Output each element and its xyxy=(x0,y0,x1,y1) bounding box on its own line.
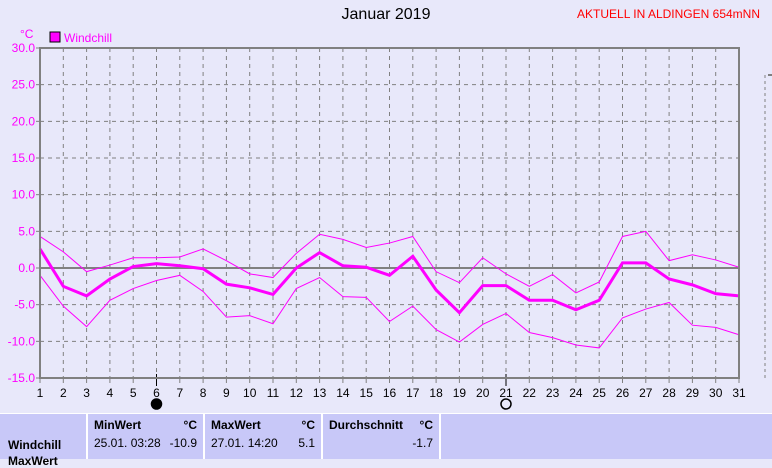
x-tick-label: 10 xyxy=(243,386,257,400)
x-tick-label: 5 xyxy=(130,386,137,400)
min-header: MinWert xyxy=(94,418,142,432)
series-windchill xyxy=(38,248,740,315)
max-unit: °C xyxy=(301,418,315,432)
row-label-maxwert: MaxWert xyxy=(8,454,58,468)
full-moon-icon xyxy=(500,398,512,410)
y-unit: °C xyxy=(20,27,34,41)
max-date: 27.01. 14:20 xyxy=(211,436,278,450)
x-tick-label: 2 xyxy=(60,386,67,400)
x-tick-label: 14 xyxy=(336,386,350,400)
row-label-cell: Windchill MaxWert xyxy=(0,414,88,468)
y-tick-label: 0.0 xyxy=(18,261,35,275)
y-tick-label: 20.0 xyxy=(12,114,36,128)
x-tick-label: 25 xyxy=(593,386,607,400)
avg-header: Durchschnitt xyxy=(329,418,404,432)
avg-cell: Durchschnitt °C -1.7 xyxy=(323,414,441,459)
x-tick-label: 7 xyxy=(176,386,183,400)
min-cell: MinWert °C 25.01. 03:28 -10.9 xyxy=(88,414,205,459)
y-tick-label: 30.0 xyxy=(12,41,36,55)
y-tick-label: 10.0 xyxy=(12,188,36,202)
min-unit: °C xyxy=(183,418,197,432)
row-label-windchill: Windchill xyxy=(8,438,62,452)
x-tick-label: 23 xyxy=(546,386,560,400)
chart: °C Windchill 1 2 3 4 5 6 7 8 9 10 11 12 13 14 15 16 17 18… xyxy=(8,27,772,410)
min-value: -10.9 xyxy=(169,436,197,450)
x-tick-label: 15 xyxy=(360,386,374,400)
legend-label: Windchill xyxy=(64,31,112,45)
x-tick-label: 22 xyxy=(523,386,537,400)
stats-table: Windchill MaxWert MinWert °C 25.01. 03:2… xyxy=(0,413,772,468)
x-tick-label: 29 xyxy=(686,386,700,400)
x-tick-label: 6 xyxy=(153,386,160,400)
x-tick-label: 19 xyxy=(453,386,467,400)
x-tick-label: 3 xyxy=(83,386,90,400)
chart-title: Januar 2019 xyxy=(341,6,431,23)
x-tick-label: 26 xyxy=(616,386,630,400)
x-tick-label: 8 xyxy=(200,386,207,400)
x-tick-label: 30 xyxy=(709,386,723,400)
x-tick-label: 12 xyxy=(290,386,304,400)
min-date: 25.01. 03:28 xyxy=(94,436,161,450)
x-tick-label: 13 xyxy=(313,386,327,400)
x-tick-label: 27 xyxy=(639,386,653,400)
max-header: MaxWert xyxy=(211,418,261,432)
new-moon-icon xyxy=(150,398,163,410)
x-tick-label: 31 xyxy=(732,386,746,400)
x-tick-label: 11 xyxy=(267,386,280,400)
y-tick-label: -10.0 xyxy=(8,334,36,348)
plot-frame xyxy=(39,47,740,379)
legend-swatch xyxy=(49,31,61,43)
avg-value: -1.7 xyxy=(412,436,433,450)
y-tick-label: -5.0 xyxy=(14,298,35,312)
y-tick-label: 25.0 xyxy=(12,78,36,92)
x-tick-label: 4 xyxy=(107,386,114,400)
x-tick-label: 17 xyxy=(406,386,420,400)
x-tick-label: 21 xyxy=(499,386,513,400)
x-tick-label: 28 xyxy=(662,386,676,400)
y-tick-label: 5.0 xyxy=(18,224,35,238)
x-tick-label: 18 xyxy=(429,386,443,400)
x-tick-label: 9 xyxy=(223,386,230,400)
x-tick-label: 16 xyxy=(383,386,397,400)
x-tick-label: 20 xyxy=(476,386,490,400)
max-value: 5.1 xyxy=(298,436,315,450)
x-tick-label: 24 xyxy=(569,386,583,400)
series-max xyxy=(39,230,740,294)
avg-unit: °C xyxy=(419,418,433,432)
x-tick-label: 1 xyxy=(37,386,44,400)
y-tick-label: 15.0 xyxy=(12,151,36,165)
y-tick-label: -15.0 xyxy=(8,371,36,385)
max-cell: MaxWert °C 27.01. 14:20 5.1 xyxy=(205,414,323,459)
series-min xyxy=(39,274,740,349)
station-label: AKTUELL IN ALDINGEN 654mNN xyxy=(577,7,760,21)
